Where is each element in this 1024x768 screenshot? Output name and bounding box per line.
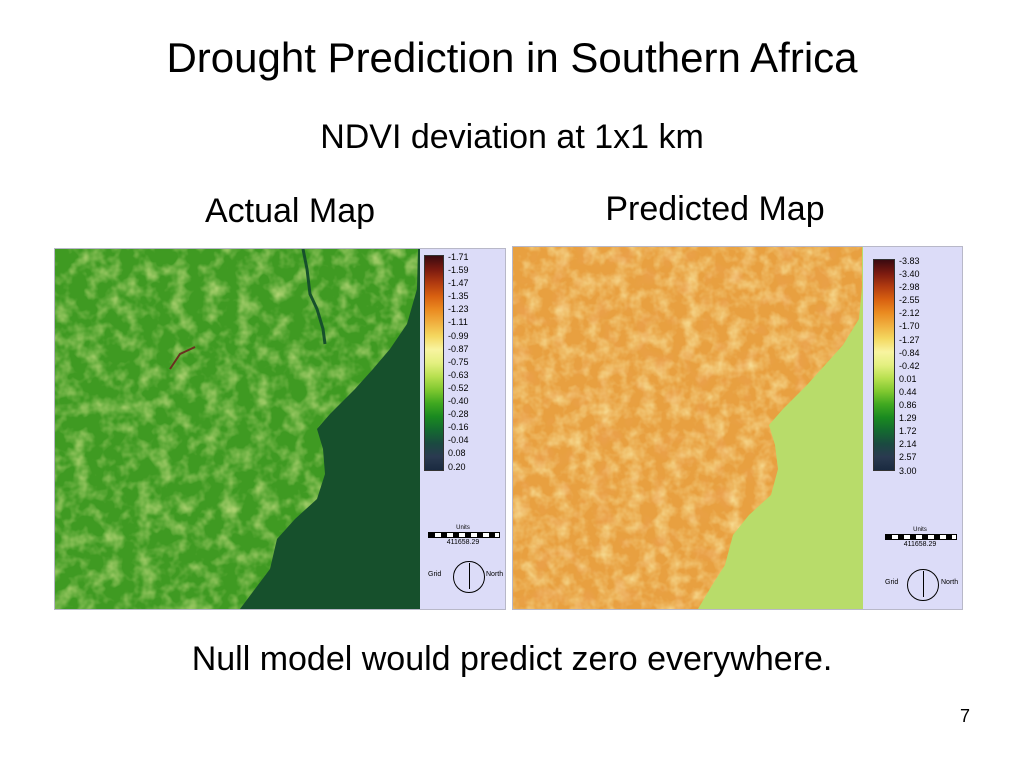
legend-tick-label: -1.11 (448, 317, 468, 328)
actual-map-river (169, 346, 196, 370)
actual-compass: Grid North (428, 557, 504, 597)
legend-tick-label: 0.44 (899, 386, 917, 397)
actual-map-ocean (240, 249, 420, 609)
legend-tick-label: -0.28 (448, 409, 469, 420)
actual-map-lake (301, 249, 327, 345)
actual-map-image (55, 249, 420, 609)
legend-tick-label: 0.20 (448, 461, 466, 472)
legend-tick-label: -1.23 (448, 304, 469, 315)
legend-tick-label: 2.14 (899, 439, 917, 450)
legend-tick-label: 1.29 (899, 413, 917, 424)
predicted-compass: Grid North (885, 565, 961, 605)
actual-scale-value: 411658.29 (446, 539, 480, 546)
legend-tick-label: -0.40 (448, 396, 469, 407)
actual-colorbar (424, 255, 444, 471)
legend-tick-label: -2.55 (899, 295, 920, 306)
legend-tick-label: -0.87 (448, 343, 469, 354)
predicted-north-label: North (941, 579, 959, 586)
legend-tick-label: -0.84 (899, 347, 920, 358)
slide-footer: Null model would predict zero everywhere… (191, 640, 833, 678)
predicted-scale-value: 411658.29 (903, 541, 937, 548)
actual-scale-bar: Units 411658.29 (428, 525, 500, 546)
predicted-grid-label: Grid (885, 579, 899, 586)
legend-tick-label: -0.52 (448, 382, 469, 393)
slide-subtitle: NDVI deviation at 1x1 km (320, 118, 704, 156)
slide-title: Drought Prediction in Southern Africa (166, 34, 858, 81)
predicted-map-image (513, 247, 863, 609)
predicted-map-panel: -3.83 -3.40 -2.98 -2.55 -2.12 -1.70 -1.27 -0.84… (512, 246, 963, 610)
legend-tick-label: 0.01 (899, 373, 917, 384)
legend-tick-label: -2.98 (899, 282, 920, 293)
north-arrow-icon (453, 561, 485, 593)
legend-tick-label: 0.08 (448, 448, 466, 459)
legend-tick-label: 1.72 (899, 426, 917, 437)
actual-units-label: Units (456, 525, 470, 531)
predicted-map-legend: -3.83 -3.40 -2.98 -2.55 -2.12 -1.70 -1.27 -0.84… (863, 247, 962, 609)
legend-tick-label: 3.00 (899, 465, 917, 476)
actual-map-panel: -1.71 -1.59 -1.47 -1.35 -1.23 -1.11 -0.99 -0.87… (54, 248, 506, 610)
legend-tick-label: -3.83 (899, 256, 920, 266)
legend-tick-label: -1.59 (448, 265, 469, 276)
legend-tick-label: -0.04 (448, 435, 469, 446)
actual-north-label: North (486, 571, 504, 578)
legend-tick-label: -0.16 (448, 422, 469, 433)
page-number: 7 (959, 706, 970, 726)
legend-tick-label: -0.75 (448, 356, 469, 367)
actual-legend-ticks: -1.71 -1.59 -1.47 -1.35 -1.23 -1.11 -0.99 -0.87… (448, 251, 469, 474)
actual-grid-label: Grid (428, 571, 442, 578)
actual-map-label: Actual Map (204, 192, 376, 230)
legend-tick-label: -1.70 (899, 321, 920, 332)
predicted-scale-bar: Units 411658.29 (885, 527, 957, 548)
legend-tick-label: -0.99 (448, 330, 469, 341)
predicted-map-label: Predicted Map (605, 190, 825, 228)
predicted-legend-ticks: -3.83 -3.40 -2.98 -2.55 -2.12 -1.70 -1.27 -0.84… (899, 255, 920, 478)
legend-tick-label: -1.47 (448, 278, 469, 289)
predicted-map-ocean (698, 247, 863, 609)
legend-tick-label: -0.42 (899, 360, 920, 371)
legend-tick-label: -2.12 (899, 308, 920, 319)
legend-tick-label: 2.57 (899, 452, 917, 463)
legend-tick-label: -3.40 (899, 269, 920, 280)
legend-tick-label: -1.27 (899, 334, 920, 345)
legend-tick-label: -0.63 (448, 369, 469, 380)
legend-tick-label: -1.35 (448, 291, 469, 302)
predicted-colorbar (873, 259, 895, 471)
north-arrow-icon (907, 569, 939, 601)
predicted-units-label: Units (913, 527, 927, 533)
legend-tick-label: -1.71 (448, 252, 469, 262)
legend-tick-label: 0.86 (899, 400, 917, 411)
actual-map-legend: -1.71 -1.59 -1.47 -1.35 -1.23 -1.11 -0.99 -0.87… (420, 249, 505, 609)
